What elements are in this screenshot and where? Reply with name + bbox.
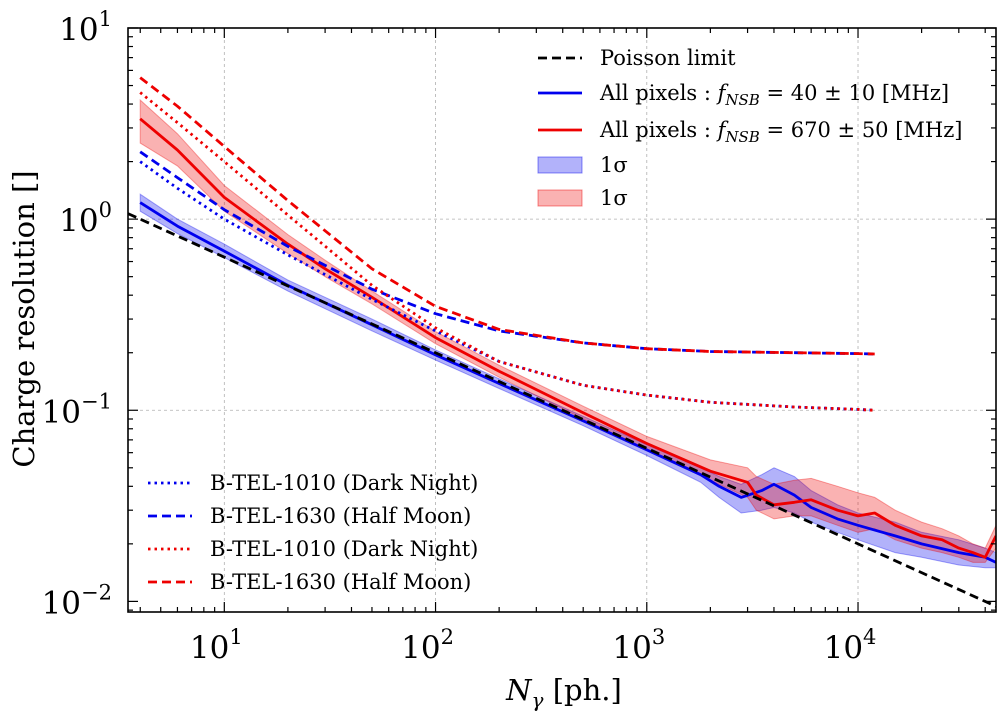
y-tick-label: 10−1 xyxy=(42,389,112,430)
legend-swatch xyxy=(537,189,583,207)
line-series-1 xyxy=(139,117,996,559)
band-series-0 xyxy=(139,193,996,569)
legend-label: All pixels : fNSB = 670 ± 50 [MHz] xyxy=(599,118,962,146)
line-series-0 xyxy=(139,201,996,564)
x-tick-label: 102 xyxy=(401,625,454,666)
legend-label: B-TEL-1630 (Half Moon) xyxy=(210,504,471,528)
legend-label: B-TEL-1010 (Dark Night) xyxy=(210,537,478,561)
legend-label: Poisson limit xyxy=(600,46,736,70)
plot-frame xyxy=(127,27,997,613)
plot-area xyxy=(128,76,996,608)
tick-labels: 101 102 103 104 10−2 10−1 100 101 xyxy=(42,7,877,666)
legend-upper: Poisson limit All pixels : fNSB = 40 ± 10… xyxy=(537,46,962,210)
legend-label: B-TEL-1630 (Half Moon) xyxy=(210,570,471,594)
legend-lower: B-TEL-1010 (Dark Night) B-TEL-1630 (Half … xyxy=(148,471,478,594)
legend-swatch xyxy=(537,156,583,174)
x-tick-label: 104 xyxy=(824,625,877,666)
y-axis-title: Charge resolution [] xyxy=(7,170,41,467)
band-series-1 xyxy=(139,98,996,563)
legend-label: B-TEL-1010 (Dark Night) xyxy=(210,471,478,495)
x-tick-label: 101 xyxy=(190,625,243,666)
line-series-4 xyxy=(139,150,875,356)
x-axis-title: Nγ [ph.] xyxy=(505,673,622,712)
x-tick-label: 103 xyxy=(612,625,665,666)
y-tick-label: 101 xyxy=(59,7,112,48)
legend-label: 1σ xyxy=(600,186,628,210)
legend-label: All pixels : fNSB = 40 ± 10 [MHz] xyxy=(599,81,949,109)
line-series-6 xyxy=(139,76,875,356)
line-series-5 xyxy=(139,91,875,412)
y-tick-label: 100 xyxy=(59,198,112,239)
line-series-2 xyxy=(128,212,996,608)
y-tick-label: 10−2 xyxy=(42,580,112,621)
legend-label: 1σ xyxy=(600,153,628,177)
series-group xyxy=(128,76,996,608)
